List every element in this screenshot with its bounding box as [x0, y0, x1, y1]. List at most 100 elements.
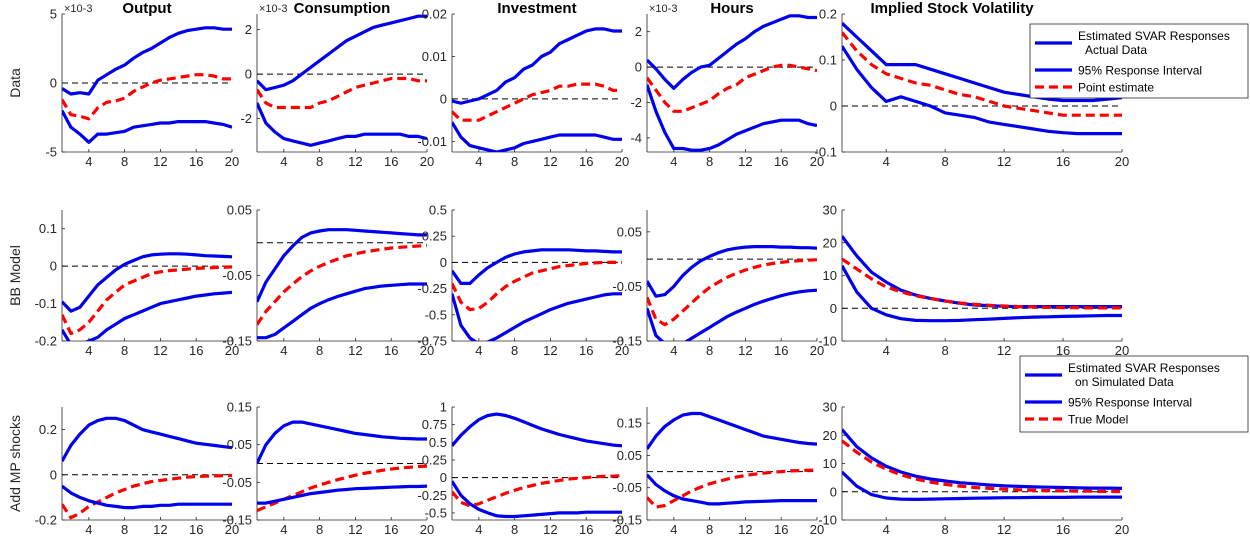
x-tick-label: 20 [225, 343, 239, 358]
series-line-lower [647, 288, 817, 341]
x-tick-label: 4 [280, 154, 287, 169]
x-tick-label: 8 [706, 343, 713, 358]
legend-entry: on Simulated Data [1075, 375, 1174, 389]
series-line-lower [257, 282, 427, 340]
data-lines [62, 26, 232, 144]
series-line-point [452, 473, 622, 508]
y-tick-label: 0.15 [617, 416, 642, 431]
x-tick-label: 16 [189, 154, 203, 169]
series-line-upper [257, 14, 427, 92]
subplot-add-mp-shocks-hours: 4 8 12 16 20-0.15-0.050.050.15 [612, 407, 824, 537]
y-tick-label: 0.01 [422, 49, 447, 64]
column-title: Consumption [294, 0, 391, 17]
series-line-point [452, 260, 622, 312]
x-tick-label: 20 [420, 154, 434, 169]
y-tick-label: 0.05 [227, 203, 252, 218]
x-tick-label: 8 [316, 522, 323, 537]
x-tick-label: 4 [670, 522, 677, 537]
data-lines [452, 248, 622, 341]
column-title: Hours [710, 0, 753, 17]
series-line-point [62, 73, 232, 121]
x-tick-label: 16 [774, 522, 788, 537]
y-tick-label: -0.01 [417, 134, 447, 149]
series-line-lower [842, 264, 1122, 323]
y-tick-label: 0 [50, 467, 57, 482]
series-line-lower [257, 102, 427, 147]
x-tick-label: 4 [475, 522, 482, 537]
subplot-data-output: 4 8 12 16 20 -5 0 5 ×10-3 Output Data [7, 0, 239, 169]
y-tick-label: 0.1 [819, 53, 837, 68]
x-tick-label: 20 [225, 154, 239, 169]
series-line-point [257, 76, 427, 110]
x-tick-label: 12 [153, 154, 167, 169]
row-label: BB Model [7, 245, 23, 306]
x-tick-label: 16 [1056, 522, 1070, 537]
series-line-lower [62, 484, 232, 510]
y-tick-label: 0.05 [227, 437, 252, 452]
y-tick-label: -0.2 [35, 513, 57, 528]
y-tick-label: -0.05 [222, 475, 252, 490]
data-lines [842, 428, 1122, 501]
series-line-lower [647, 473, 817, 506]
series-line-point [647, 468, 817, 509]
y-tick-label: 0.25 [422, 229, 447, 244]
data-lines [452, 27, 622, 152]
series-line-lower [62, 109, 232, 144]
subplot-data-implied-stock-volatility: 4 8 12 16 20 -0.1 0 0.1 0.2 Implied Stock Volatil… [815, 0, 1130, 169]
series-line-point [842, 439, 1122, 494]
x-tick-label: 20 [810, 154, 824, 169]
y-tick-label: 10 [823, 268, 837, 283]
y-tick-label: 0 [830, 301, 837, 316]
series-line-point [842, 257, 1122, 310]
subplot-bb-model-consumption: 4 8 12 16 20-0.15-0.050.05 [222, 203, 434, 359]
y-tick-label: 10 [823, 456, 837, 471]
x-tick-label: 20 [225, 522, 239, 537]
subplot-bb-model-output: 4 8 12 16 20 -0.2 -0.1 0 0.1 BB Model [7, 210, 239, 358]
series-line-upper [452, 412, 622, 448]
x-tick-label: 8 [121, 154, 128, 169]
exponent-label: ×10-3 [259, 3, 287, 15]
y-tick-label: 20 [823, 428, 837, 443]
y-tick-label: -0.05 [612, 480, 642, 495]
y-tick-label: -0.15 [222, 513, 252, 528]
x-tick-label: 16 [774, 154, 788, 169]
x-tick-label: 20 [615, 343, 629, 358]
data-lines [647, 245, 817, 341]
x-tick-label: 20 [420, 343, 434, 358]
y-tick-label: -0.15 [222, 334, 252, 349]
y-tick-label: 0 [635, 60, 642, 75]
x-tick-label: 16 [189, 343, 203, 358]
x-tick-label: 20 [1115, 343, 1129, 358]
y-tick-label: 1 [440, 400, 447, 415]
y-tick-label: 0.5 [429, 203, 447, 218]
series-line-lower [257, 484, 427, 505]
y-tick-label: 0.05 [617, 448, 642, 463]
series-line-upper [62, 252, 232, 313]
series-line-lower [842, 470, 1122, 501]
series-line-upper [842, 428, 1122, 490]
column-title: Output [122, 0, 171, 17]
x-tick-label: 12 [738, 522, 752, 537]
data-lines [842, 22, 1122, 136]
x-tick-label: 4 [670, 154, 677, 169]
x-tick-label: 16 [579, 522, 593, 537]
data-lines [257, 420, 427, 513]
x-tick-label: 12 [348, 522, 362, 537]
y-tick-label: -0.25 [417, 488, 447, 503]
y-tick-label: -0.1 [35, 296, 57, 311]
y-tick-label: 0.25 [422, 452, 447, 467]
data-lines [257, 228, 427, 340]
y-tick-label: 0 [830, 484, 837, 499]
x-tick-label: 20 [1115, 154, 1129, 169]
x-tick-label: 4 [883, 154, 890, 169]
y-tick-label: -5 [45, 145, 57, 160]
subplot-data-hours: 4 8 12 16 20 -4 -2 0 2 ×10-3 Hours [630, 0, 824, 169]
subplot-add-mp-shocks-investment: 4 8 12 16 20 -0.5 -0.25 0 0.25 0.5 0.75 1 [417, 400, 629, 538]
x-tick-label: 4 [280, 343, 287, 358]
x-tick-label: 4 [475, 343, 482, 358]
series-line-point [647, 258, 817, 327]
y-tick-label: 2 [245, 22, 252, 37]
series-line-point [452, 82, 622, 122]
legend-entry: Estimated SVAR Responses [1068, 361, 1220, 375]
